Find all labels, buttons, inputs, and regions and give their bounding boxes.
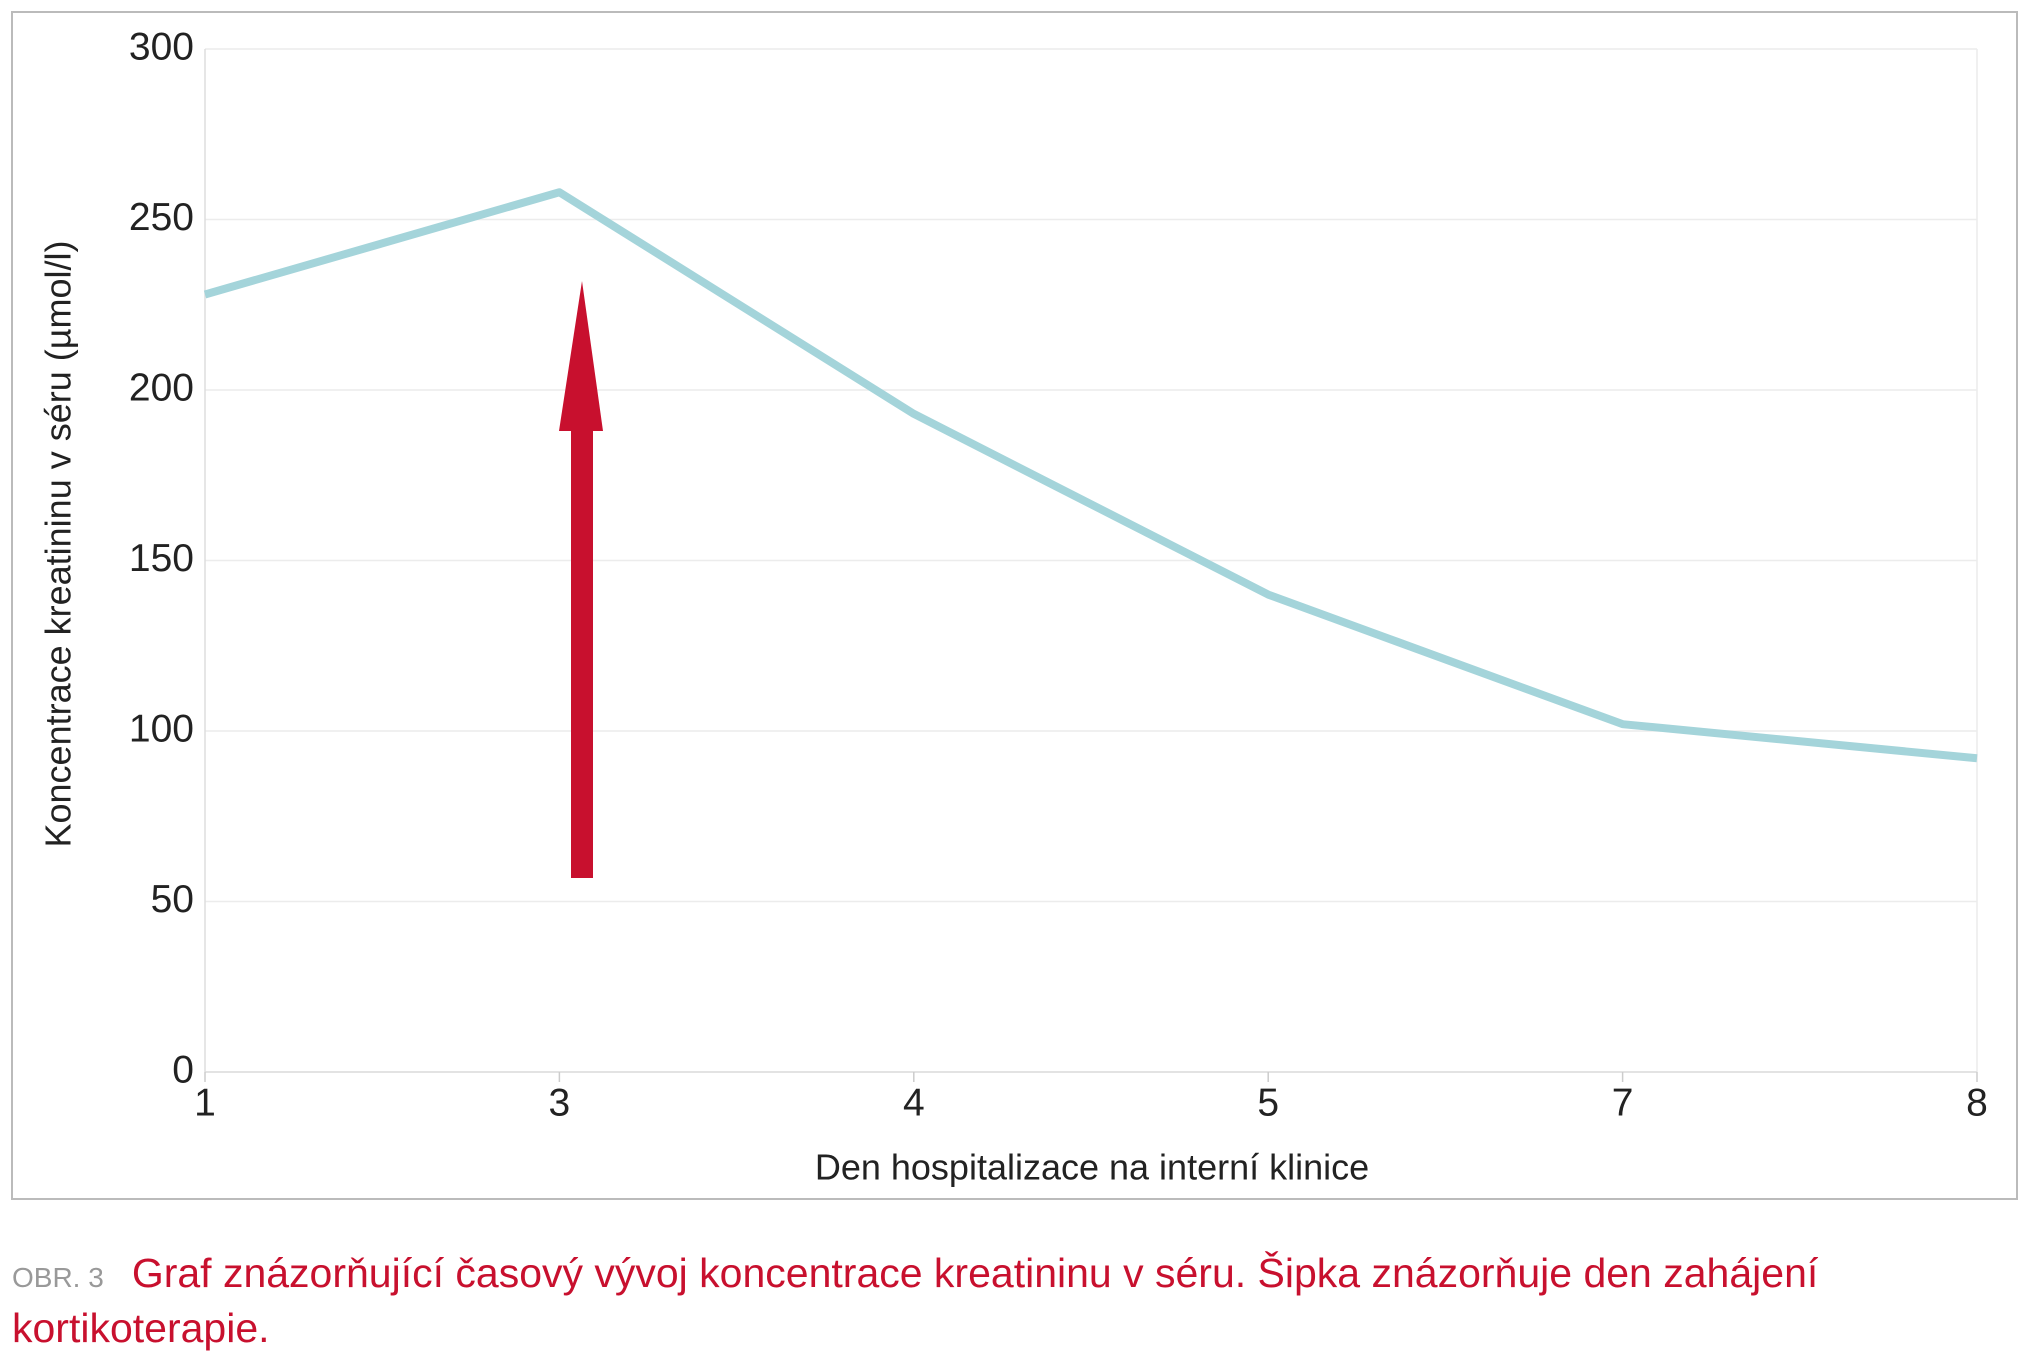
x-tick-label: 5 [1257, 1081, 1279, 1124]
x-tick-label: 4 [903, 1081, 925, 1124]
caption: OBR. 3 Graf znázorňující časový vývoj kon… [12, 1248, 1882, 1353]
arrow-shaft [571, 428, 593, 878]
y-tick-label: 100 [129, 707, 194, 750]
x-tick-label: 1 [194, 1081, 216, 1124]
chart: Den hospitalizace na interní klinice Kon… [11, 11, 2018, 1200]
y-tick-label: 300 [129, 25, 194, 68]
data-line [203, 188, 1978, 763]
chart-frame [11, 11, 2018, 1200]
arrow-head [559, 281, 603, 431]
x-tick-label: 8 [1966, 1081, 1988, 1124]
caption-text: Graf znázorňující časový vývoj koncentra… [12, 1250, 1819, 1351]
arrow-annotation [559, 281, 603, 878]
x-tick-label: 7 [1612, 1081, 1634, 1124]
y-tick-label: 250 [129, 196, 194, 239]
x-tick-label: 3 [549, 1081, 571, 1124]
y-axis-title: Koncentrace kreatininu v séru (µmol/l) [38, 241, 79, 848]
y-tick-label: 200 [129, 366, 194, 409]
y-tick-label: 0 [172, 1048, 194, 1091]
caption-label: OBR. 3 [12, 1262, 104, 1293]
x-axis-title: Den hospitalizace na interní klinice [815, 1147, 1369, 1188]
y-tick-label: 150 [129, 537, 194, 580]
y-tick-label: 50 [151, 878, 194, 921]
